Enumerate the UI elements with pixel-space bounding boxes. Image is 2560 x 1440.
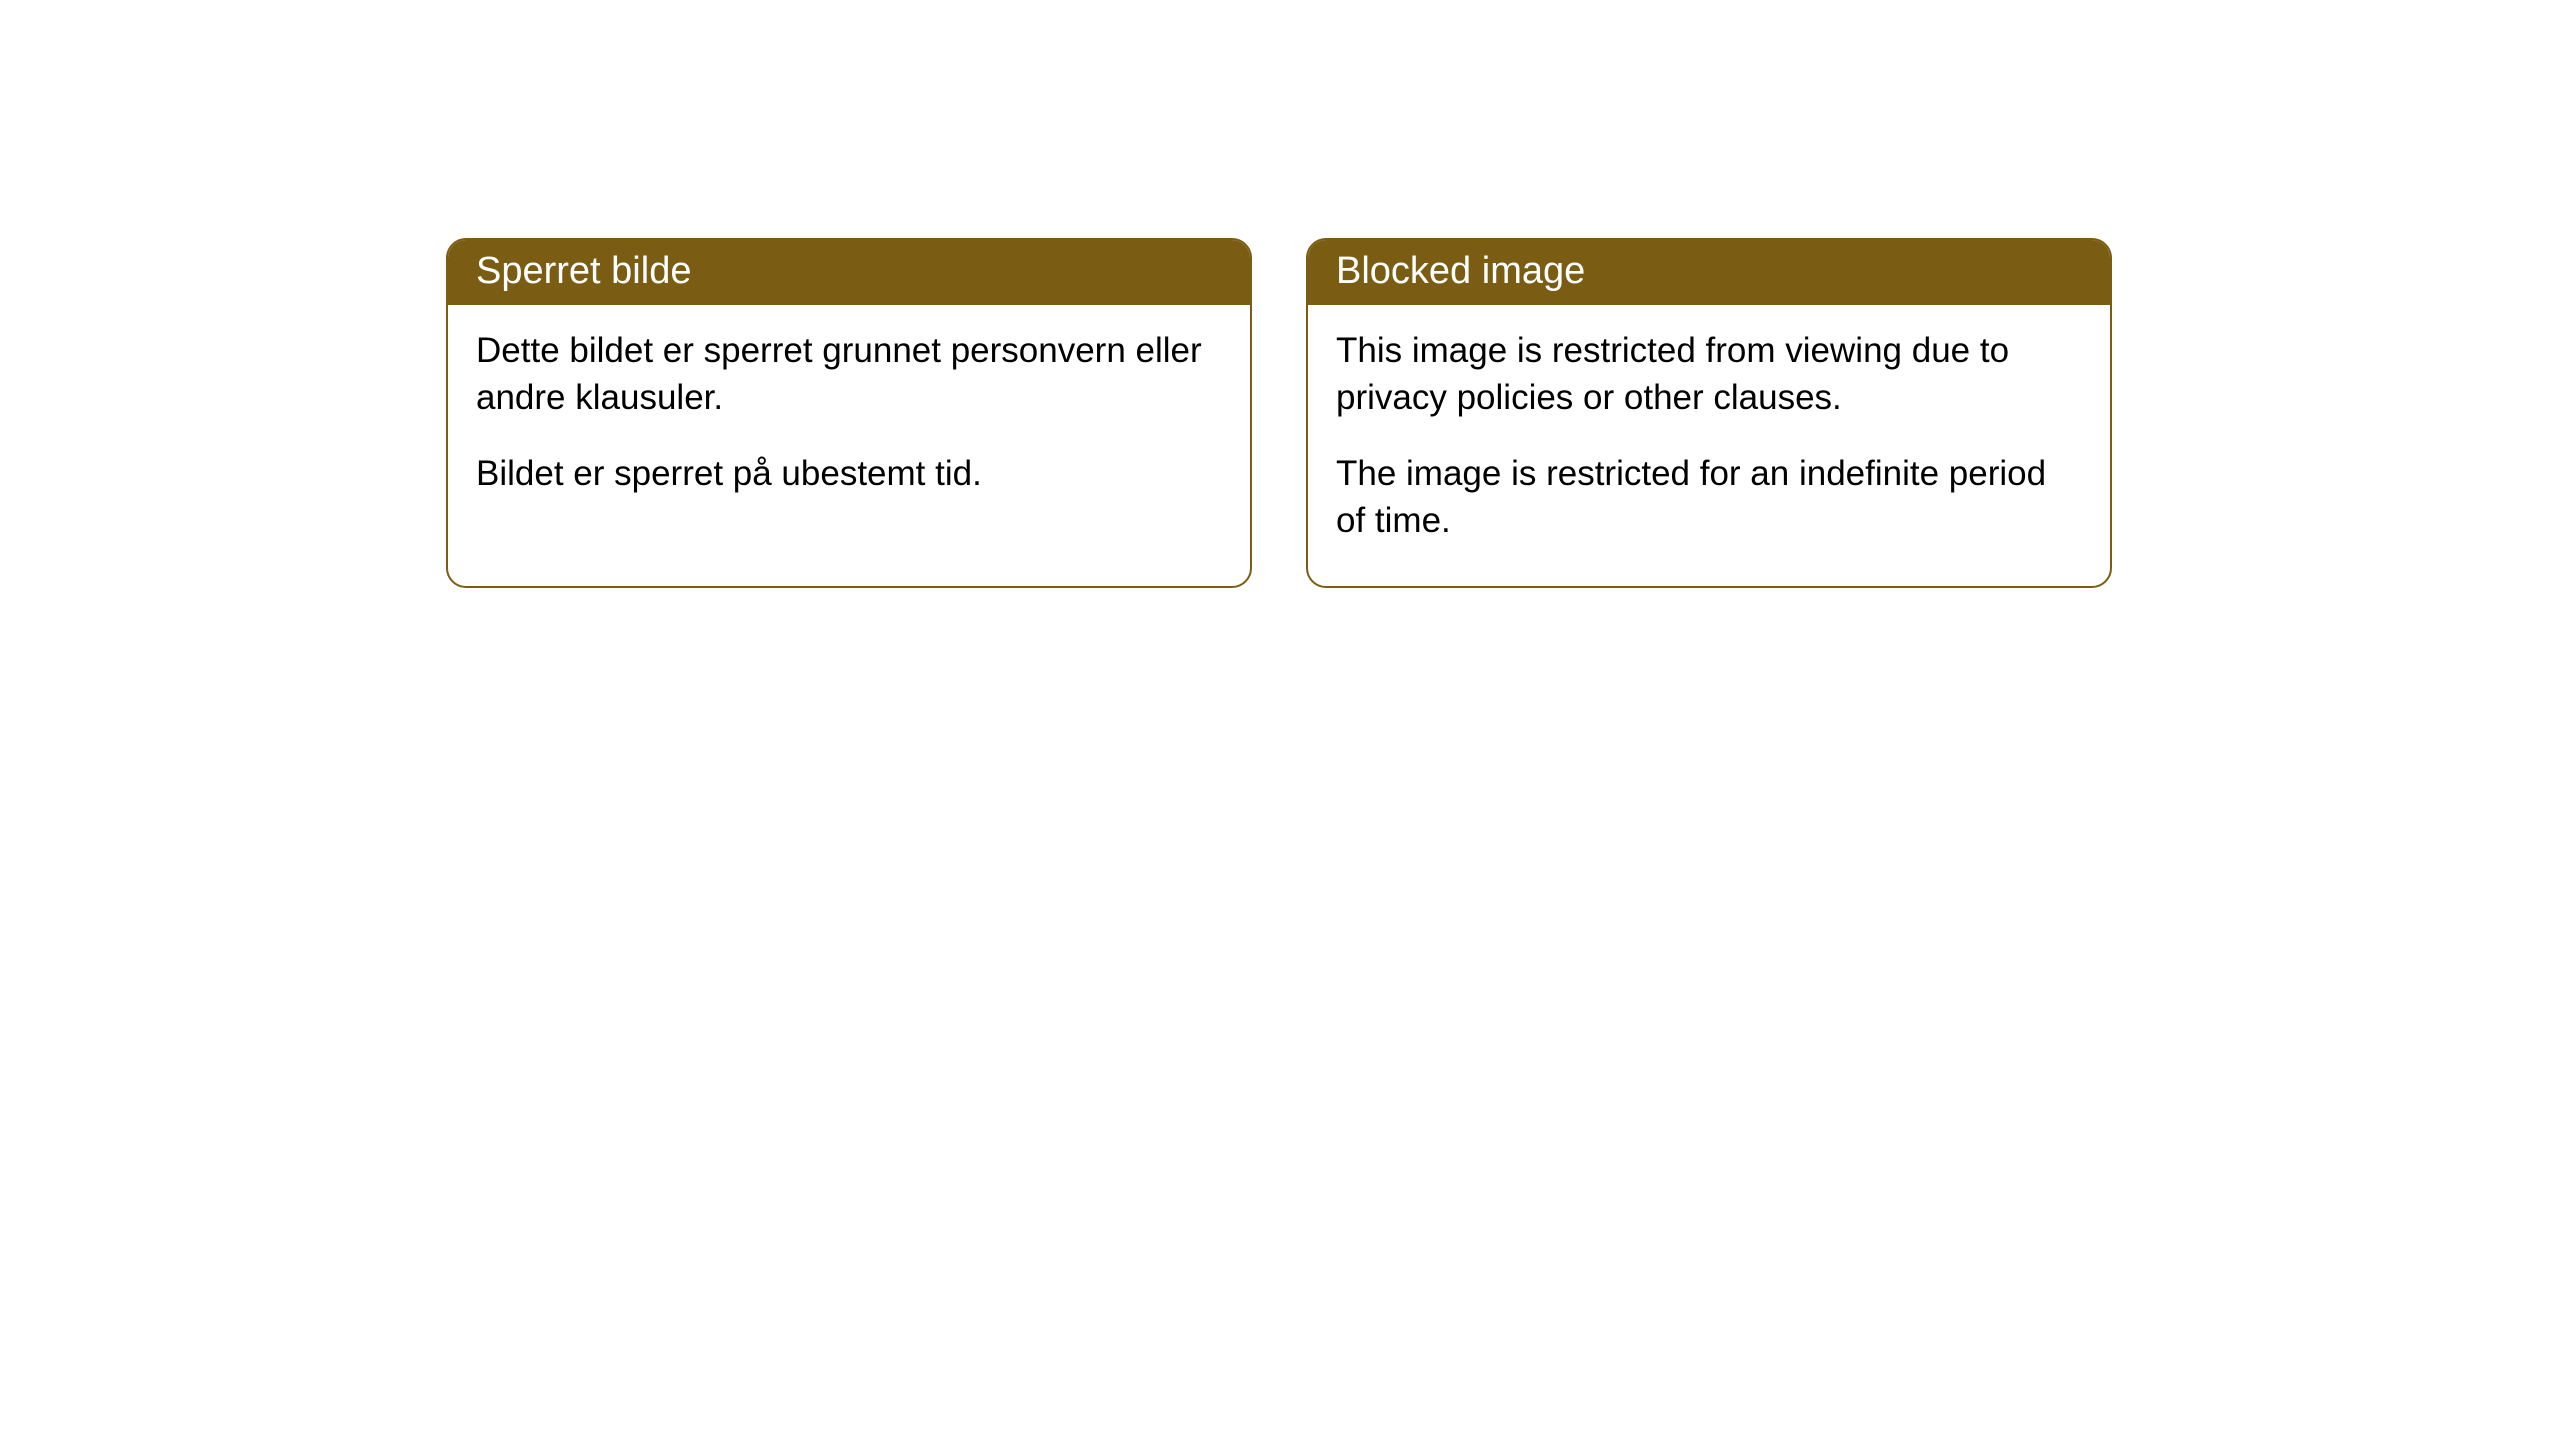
notice-card-norwegian: Sperret bilde Dette bildet er sperret gr… [446,238,1252,588]
card-paragraph: This image is restricted from viewing du… [1336,327,2082,422]
card-body-norwegian: Dette bildet er sperret grunnet personve… [448,305,1250,539]
card-body-english: This image is restricted from viewing du… [1308,305,2110,586]
card-paragraph: Bildet er sperret på ubestemt tid. [476,450,1222,497]
card-paragraph: Dette bildet er sperret grunnet personve… [476,327,1222,422]
notice-cards-container: Sperret bilde Dette bildet er sperret gr… [446,238,2112,588]
notice-card-english: Blocked image This image is restricted f… [1306,238,2112,588]
card-title-norwegian: Sperret bilde [448,240,1250,305]
card-title-english: Blocked image [1308,240,2110,305]
card-paragraph: The image is restricted for an indefinit… [1336,450,2082,545]
